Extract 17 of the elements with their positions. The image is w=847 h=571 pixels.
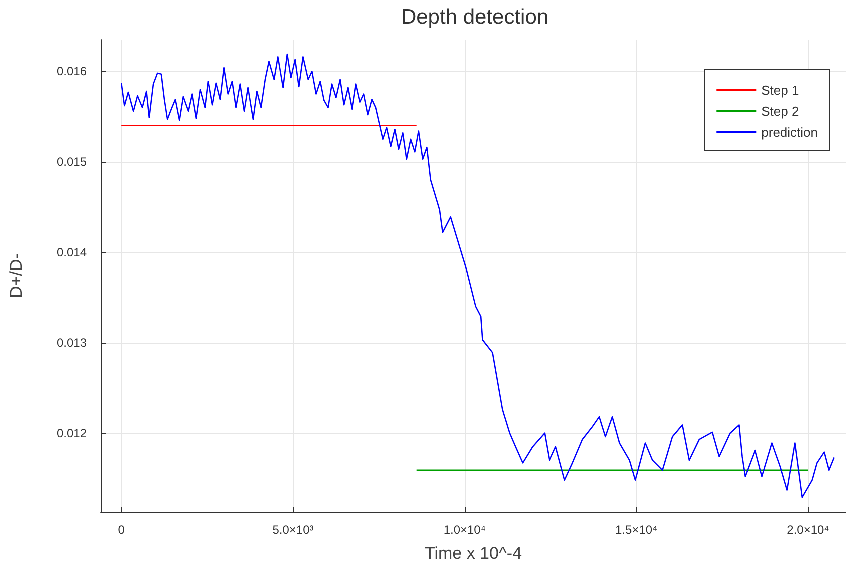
x-tick-label: 1.5×10⁴ [615, 523, 658, 537]
x-tick-label: 2.0×10⁴ [787, 523, 830, 537]
line-series [120, 54, 835, 498]
legend-label: Step 2 [762, 104, 800, 119]
chart-title: Depth detection [401, 6, 549, 29]
y-tick-label: 0.012 [56, 426, 88, 440]
x-tick-label: 1.0×10⁴ [444, 523, 486, 537]
legend-label: prediction [762, 125, 818, 140]
y-tick-label: 0.016 [56, 64, 88, 79]
y-tick-label: 0.015 [56, 155, 88, 170]
legend-label: Step 1 [762, 83, 800, 98]
x-axis-title: Time x 10^-4 [424, 544, 522, 563]
x-tick-label: 5.0×10³ [272, 523, 314, 537]
y-tick-label: 0.013 [56, 336, 88, 350]
y-axis-title: D+/D- [7, 254, 26, 298]
y-tick-label: 0.014 [56, 245, 88, 260]
x-tick-label: 0 [118, 523, 126, 537]
